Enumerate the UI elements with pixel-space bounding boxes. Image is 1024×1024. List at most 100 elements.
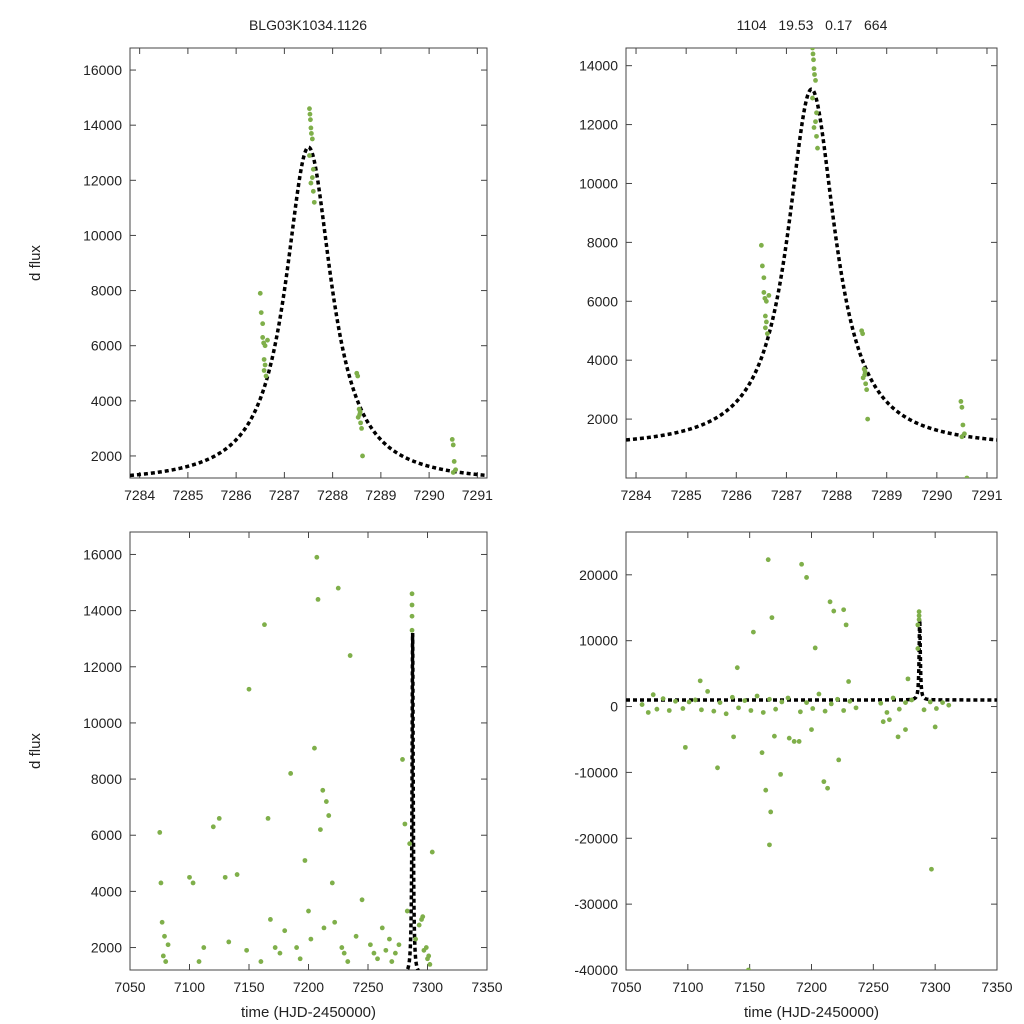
x-tick-label: 7284 (620, 487, 651, 503)
x-tick-label: 7350 (981, 979, 1012, 995)
data-point (762, 325, 768, 331)
data-point (929, 866, 934, 872)
data-point (767, 696, 772, 702)
data-point (878, 700, 884, 706)
data-point (163, 959, 169, 964)
data-point (306, 908, 311, 914)
data-point (258, 959, 264, 964)
data-point (909, 697, 915, 703)
data-point (288, 771, 294, 776)
data-point (884, 710, 890, 715)
data-point (427, 961, 433, 967)
data-point (673, 698, 678, 704)
x-tick-label: 7350 (471, 979, 502, 995)
panel-bottom-left: 7050 7100 7150 7200 7250 7300 7350 2000 4000 6000… (27, 531, 503, 1021)
y-tick-label: 12000 (83, 659, 122, 675)
y-tick-label: 8000 (587, 234, 618, 250)
x-tick-label: 7285 (172, 487, 203, 503)
data-point (847, 698, 853, 704)
data-point (827, 599, 833, 605)
data-point (779, 699, 785, 705)
data-point (764, 331, 770, 337)
data-point (895, 734, 901, 740)
y-axis-label: d flux (27, 733, 44, 769)
y-tick-label: 16000 (83, 546, 122, 562)
data-point (810, 48, 815, 51)
y-tick-label: 8000 (91, 283, 122, 299)
data-point (310, 188, 316, 194)
data-point (309, 136, 315, 142)
data-point (814, 133, 819, 139)
y-tick-label: 6000 (91, 338, 122, 354)
data-point (759, 750, 765, 756)
x-tick-label: 7100 (174, 979, 205, 995)
data-point (297, 956, 303, 962)
data-point (282, 928, 288, 934)
y-tick-label: 8000 (91, 771, 122, 787)
y-tick-label: 4000 (91, 393, 122, 409)
data-point (307, 111, 313, 117)
model-curve (626, 619, 997, 702)
data-point (812, 645, 818, 651)
x-tick-label: 7050 (610, 979, 641, 995)
data-point (420, 914, 426, 920)
data-point (804, 575, 809, 580)
data-point (796, 739, 802, 744)
data-point (865, 416, 871, 422)
data-point (262, 362, 268, 368)
data-point (392, 950, 398, 956)
x-tick-label: 7200 (293, 979, 324, 995)
data-point (190, 880, 196, 886)
data-point (785, 695, 791, 701)
data-point (308, 131, 314, 136)
x-tick-label: 7287 (269, 487, 300, 503)
data-point (318, 827, 323, 833)
data-point (890, 695, 896, 701)
data-point (810, 95, 815, 101)
data-point (797, 709, 803, 715)
data-point (761, 275, 767, 281)
data-point (355, 414, 361, 420)
data-point (686, 699, 692, 705)
data-point (387, 936, 392, 942)
data-point (810, 51, 816, 57)
y-tick-label: -40000 (574, 962, 618, 978)
top-left-title: BLG03K1034.1126 (249, 17, 367, 33)
data-point (383, 947, 389, 953)
data-point (260, 321, 266, 327)
data-point (841, 607, 847, 613)
data-point (158, 880, 164, 886)
y-tick-label: 14000 (83, 117, 122, 133)
data-point (682, 744, 688, 750)
data-point (815, 145, 820, 151)
data-point (860, 375, 866, 381)
panel-top-left: 7284 7285 7286 7287 7288 7289 7290 7291 2000 4000… (27, 47, 493, 503)
x-tick-label: 7291 (971, 487, 1002, 503)
y-tick-label: 12000 (83, 172, 122, 188)
data-point (836, 757, 842, 763)
data-point (959, 404, 965, 410)
data-point (905, 676, 911, 682)
data-point (729, 694, 735, 700)
data-point (921, 707, 927, 713)
data-point (680, 706, 686, 711)
data-point (786, 735, 792, 741)
data-point (816, 691, 822, 697)
data-point (916, 613, 922, 619)
data-point (257, 290, 263, 296)
data-point (307, 153, 312, 158)
data-point (754, 693, 760, 699)
data-point (927, 699, 933, 705)
data-point (272, 945, 278, 950)
data-point (697, 678, 703, 684)
x-tick-label: 7050 (114, 979, 145, 995)
data-point (332, 919, 338, 925)
data-point (916, 609, 922, 615)
data-point (277, 950, 283, 956)
data-point (244, 947, 250, 953)
data-point (335, 585, 341, 591)
data-point (958, 399, 964, 404)
panel-bottom-right: 7050 7100 7150 7200 7250 7300 7350 -40000 -30000… (574, 531, 1013, 1021)
data-point (429, 849, 435, 855)
